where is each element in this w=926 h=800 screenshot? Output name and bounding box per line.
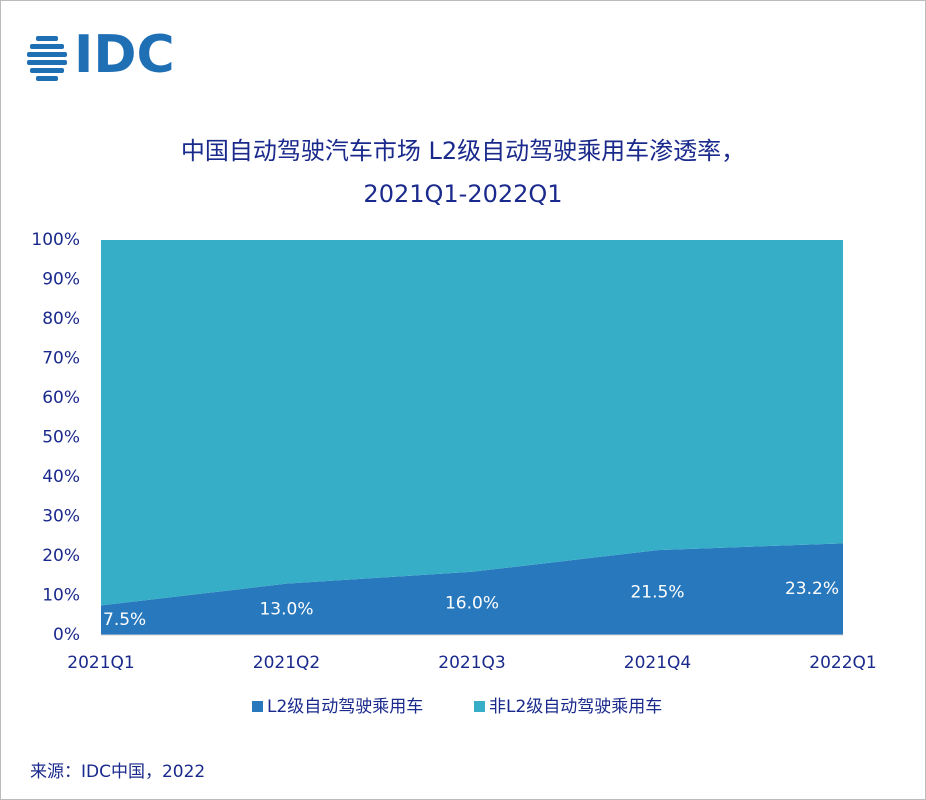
y-tick-label: 100%: [31, 230, 80, 250]
area: [101, 543, 843, 635]
x-tick-label: 2021Q4: [624, 653, 691, 673]
y-tick-label: 80%: [42, 309, 80, 329]
data-label: 13.0%: [259, 599, 313, 619]
logo-text: IDC: [74, 25, 175, 85]
x-tick-label: 2021Q1: [67, 653, 134, 673]
y-tick-label: 10%: [42, 586, 80, 606]
data-label: 7.5%: [103, 610, 146, 630]
y-tick-label: 50%: [42, 428, 80, 448]
logo-globe: [27, 36, 67, 81]
data-label: 16.0%: [445, 593, 499, 613]
legend-swatch: [474, 701, 485, 712]
x-tick-label: 2021Q3: [438, 653, 505, 673]
legend-swatch: [252, 701, 263, 712]
data-label: 21.5%: [630, 583, 684, 603]
y-tick-label: 40%: [42, 467, 80, 487]
area: [101, 240, 843, 606]
source: 来源：IDC中国，2022: [30, 762, 205, 782]
y-tick-label: 30%: [42, 507, 80, 527]
x-tick-label: 2021Q2: [253, 653, 320, 673]
y-tick-label: 90%: [42, 270, 80, 290]
x-tick-label: 2022Q1: [809, 653, 876, 673]
data-label: 23.2%: [785, 579, 839, 599]
y-tick-label: 20%: [42, 546, 80, 566]
y-tick-label: 70%: [42, 349, 80, 369]
y-tick-label: 60%: [42, 388, 80, 408]
legend-label: L2级自动驾驶乘用车: [267, 697, 423, 717]
chart-title: 中国自动驾驶汽车市场 L2级自动驾驶乘用车渗透率，: [181, 137, 745, 165]
y-tick-label: 0%: [53, 625, 80, 645]
legend-label: 非L2级自动驾驶乘用车: [489, 697, 662, 717]
chart-title: 2021Q1-2022Q1: [363, 180, 562, 208]
